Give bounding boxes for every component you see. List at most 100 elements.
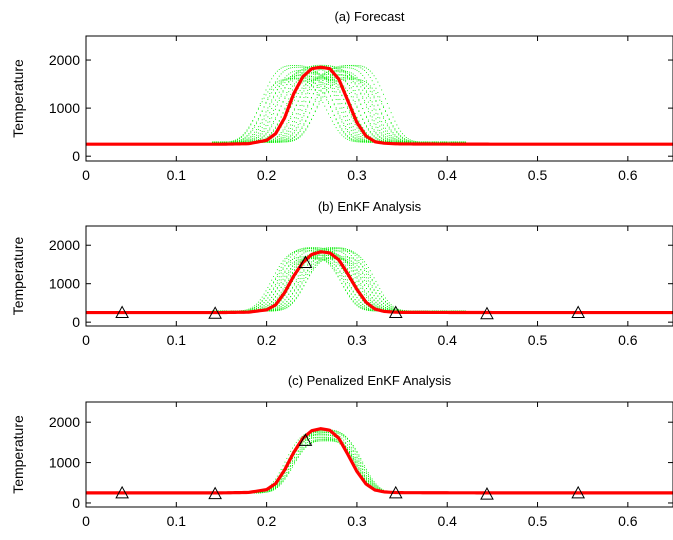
ensemble-point	[366, 308, 367, 309]
ensemble-point	[212, 142, 213, 143]
ensemble-point	[285, 133, 286, 134]
ensemble-point	[383, 125, 384, 126]
ensemble-point	[285, 285, 286, 286]
ensemble-point	[394, 139, 395, 140]
ensemble-point	[300, 257, 301, 258]
ensemble-point	[311, 76, 312, 77]
ensemble-point	[379, 126, 380, 127]
ensemble-point	[339, 66, 340, 67]
ensemble-point	[376, 113, 377, 114]
ensemble-point	[260, 135, 261, 136]
ensemble-point	[288, 134, 289, 135]
ensemble-point	[269, 134, 270, 135]
ensemble-point	[283, 283, 284, 284]
ensemble-point	[366, 126, 367, 127]
ensemble-point	[281, 273, 282, 274]
ensemble-point	[300, 135, 301, 136]
ensemble-point	[370, 71, 371, 72]
ensemble-point	[254, 134, 255, 135]
ensemble-point	[286, 276, 287, 277]
ensemble-point	[307, 255, 308, 256]
ensemble-point	[262, 98, 263, 99]
ensemble-point	[281, 276, 282, 277]
ensemble-point	[277, 280, 278, 281]
ensemble-point	[370, 87, 371, 88]
ensemble-point	[377, 138, 378, 139]
ensemble-point	[355, 304, 356, 305]
ensemble-point	[336, 91, 337, 92]
ensemble-point	[303, 132, 304, 133]
ensemble-point	[315, 90, 316, 91]
ensemble-point	[368, 130, 369, 131]
ensemble-point	[368, 102, 369, 103]
ensemble-point	[334, 124, 335, 125]
ensemble-point	[339, 272, 340, 273]
ensemble-point	[336, 119, 337, 120]
ensemble-point	[285, 139, 286, 140]
ensemble-point	[262, 131, 263, 132]
ensemble-point	[366, 98, 367, 99]
ensemble-point	[353, 76, 354, 77]
ensemble-point	[366, 116, 367, 117]
ensemble-point	[285, 279, 286, 280]
ensemble-point	[290, 72, 291, 73]
ensemble-point	[410, 139, 411, 140]
ensemble-point	[330, 77, 331, 78]
ensemble-point	[347, 135, 348, 136]
ensemble-point	[300, 131, 301, 132]
x-tick-label: 0.3	[347, 167, 367, 183]
ensemble-point	[355, 137, 356, 138]
ensemble-point	[296, 96, 297, 97]
ensemble-point	[368, 74, 369, 75]
ensemble-point	[343, 132, 344, 133]
ensemble-point	[266, 90, 267, 91]
ensemble-point	[258, 137, 259, 138]
ensemble-point	[305, 84, 306, 85]
ensemble-point	[267, 125, 268, 126]
ensemble-point	[294, 65, 295, 66]
ensemble-point	[364, 94, 365, 95]
ensemble-point	[328, 78, 329, 79]
ensemble-point	[288, 138, 289, 139]
ensemble-point	[353, 291, 354, 292]
ensemble-point	[349, 295, 350, 296]
ensemble-point	[311, 84, 312, 85]
ensemble-point	[330, 80, 331, 81]
ensemble-point	[347, 265, 348, 266]
ensemble-member	[212, 248, 465, 311]
ensemble-point	[355, 82, 356, 83]
ensemble-point	[303, 81, 304, 82]
ensemble-point	[243, 134, 244, 135]
ensemble-point	[290, 269, 291, 270]
ensemble-point	[258, 118, 259, 119]
ensemble-point	[283, 82, 284, 83]
ensemble-point	[362, 80, 363, 81]
ensemble-point	[394, 128, 395, 129]
ensemble-point	[296, 257, 297, 258]
ensemble-point	[345, 77, 346, 78]
ensemble-point	[379, 117, 380, 118]
ensemble-point	[362, 141, 363, 142]
ensemble-point	[326, 87, 327, 88]
ensemble-point	[374, 97, 375, 98]
ensemble-point	[302, 92, 303, 93]
ensemble-point	[286, 138, 287, 139]
ensemble-point	[305, 109, 306, 110]
ensemble-point	[381, 135, 382, 136]
ensemble-point	[360, 67, 361, 68]
ensemble-point	[351, 127, 352, 128]
ensemble-point	[347, 75, 348, 76]
ensemble-point	[269, 128, 270, 129]
ensemble-point	[266, 102, 267, 103]
ensemble-point	[360, 73, 361, 74]
ensemble-point	[294, 110, 295, 111]
ensemble-point	[374, 109, 375, 110]
ensemble-point	[298, 137, 299, 138]
ensemble-point	[245, 138, 246, 139]
ensemble-point	[349, 132, 350, 133]
ensemble-members	[212, 65, 465, 143]
ensemble-point	[275, 87, 276, 88]
ensemble-point	[307, 126, 308, 127]
ensemble-members	[212, 247, 465, 311]
ensemble-point	[326, 110, 327, 111]
